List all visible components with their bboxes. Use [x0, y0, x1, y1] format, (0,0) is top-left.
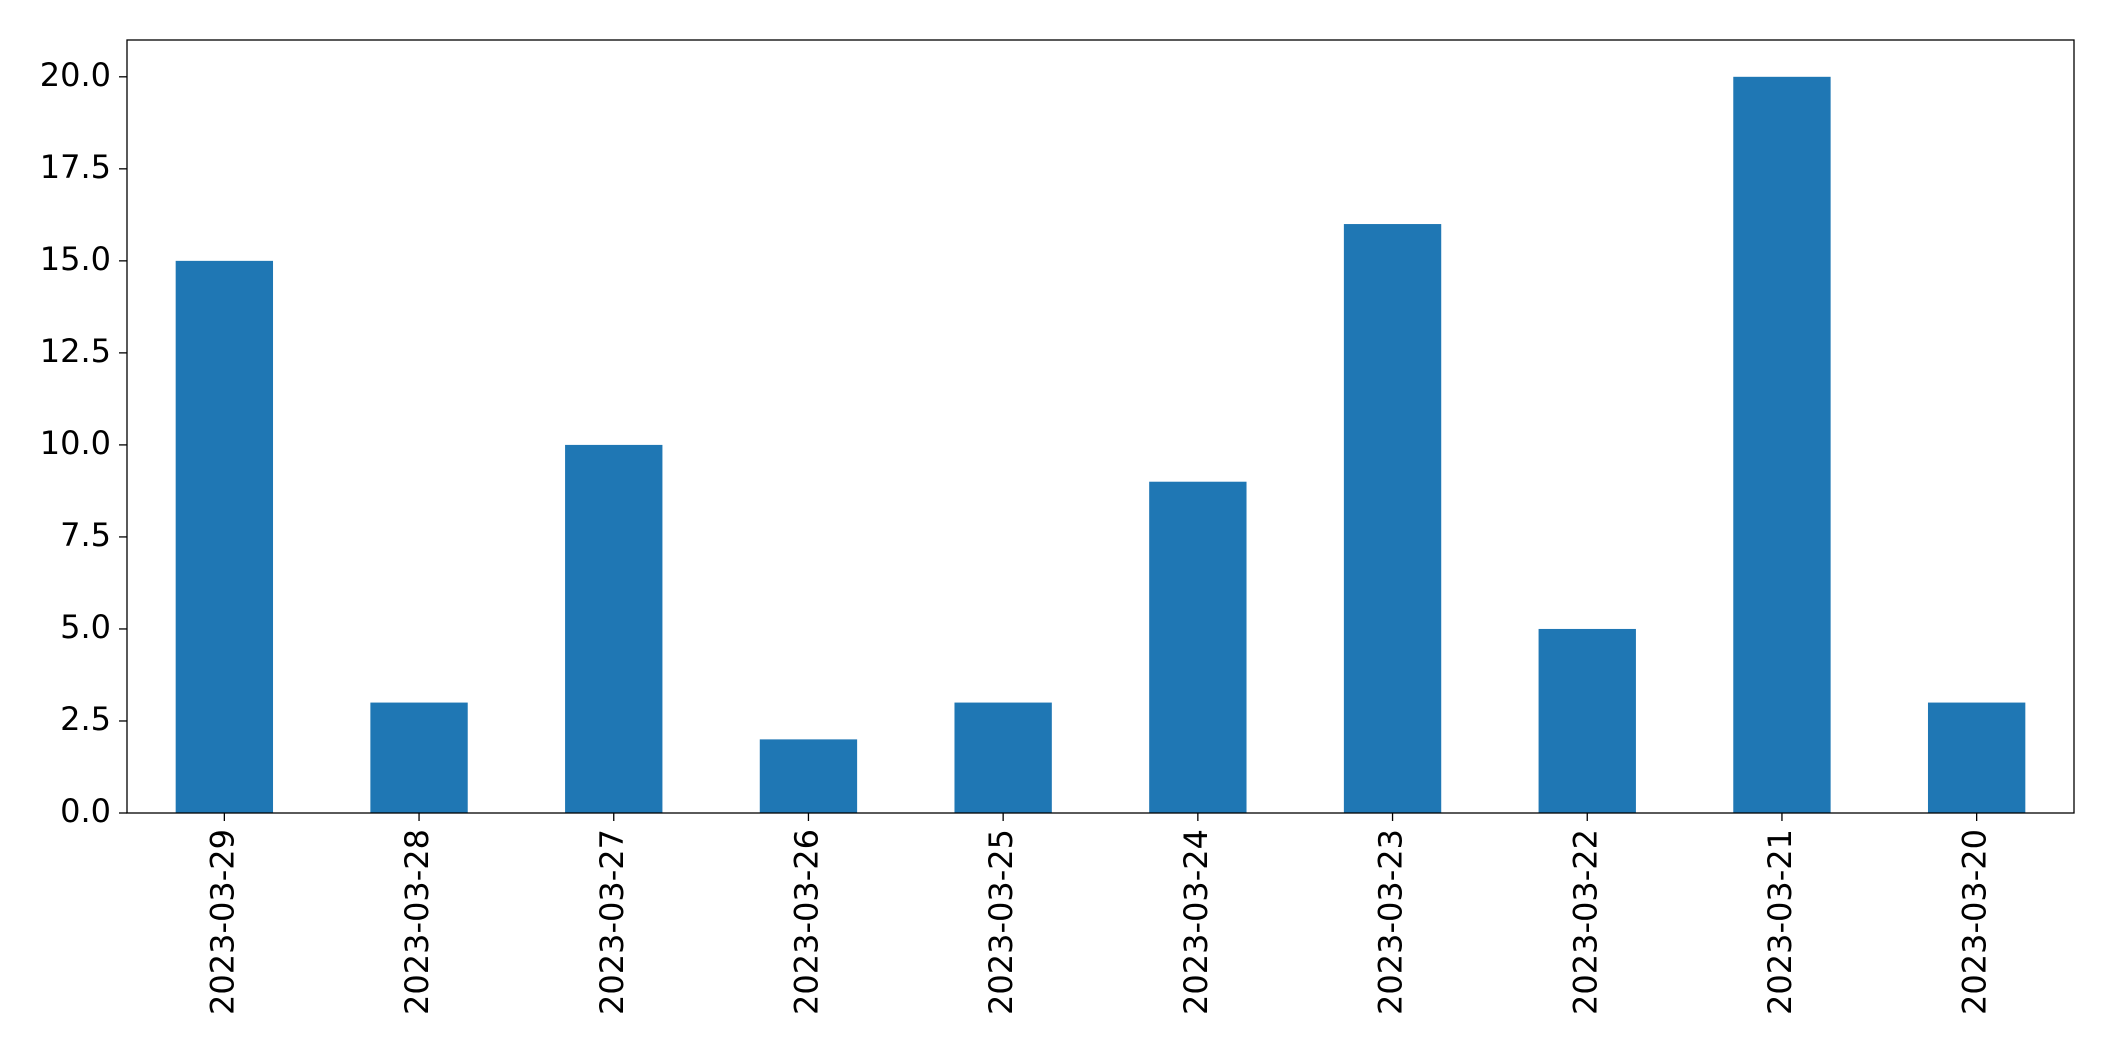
bar: [1733, 76, 1831, 814]
bar: [175, 260, 274, 813]
bar: [1538, 628, 1636, 813]
x-tick-label: 2023-03-25: [982, 829, 1020, 1015]
x-tick-label: 2023-03-21: [1761, 829, 1799, 1015]
y-tick-label: 0.0: [60, 792, 111, 830]
bar: [565, 444, 663, 813]
x-tick-label: 2023-03-26: [787, 829, 825, 1015]
y-tick-label: 12.5: [40, 332, 111, 370]
bar: [1927, 702, 2026, 813]
y-tick-label: 5.0: [60, 608, 111, 646]
x-tick-label: 2023-03-20: [1956, 829, 1994, 1015]
bar: [370, 702, 468, 813]
y-tick-label: 17.5: [40, 148, 111, 186]
bar: [1149, 481, 1247, 813]
bar: [954, 702, 1052, 813]
x-tick-label: 2023-03-24: [1177, 829, 1215, 1015]
x-tick-label: 2023-03-28: [398, 829, 436, 1015]
x-tick-label: 2023-03-27: [593, 829, 631, 1015]
x-tick-label: 2023-03-23: [1372, 829, 1410, 1015]
x-tick-label: 2023-03-22: [1566, 829, 1604, 1015]
axes-frame: [126, 39, 2075, 814]
y-tick-label: 7.5: [60, 516, 111, 554]
y-tick-label: 2.5: [60, 700, 111, 738]
y-tick-label: 10.0: [40, 424, 111, 462]
y-tick-label: 15.0: [40, 240, 111, 278]
y-tick-label: 20.0: [40, 56, 111, 94]
bar: [1343, 224, 1442, 814]
x-tick-label: 2023-03-29: [203, 829, 241, 1015]
bar: [759, 739, 858, 813]
